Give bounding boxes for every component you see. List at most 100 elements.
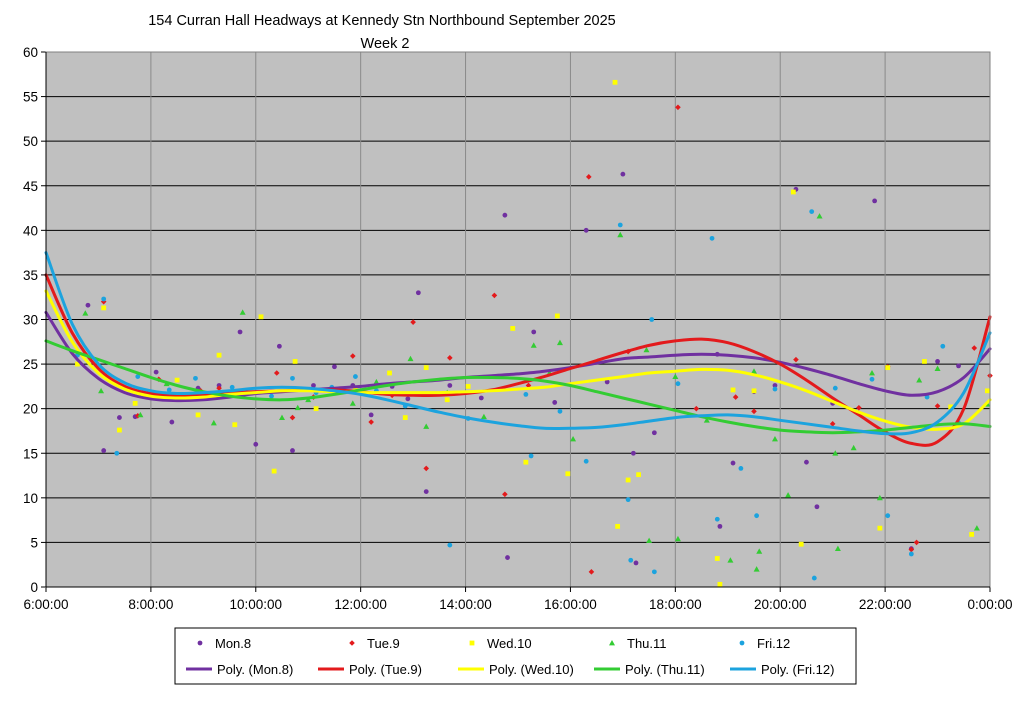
point-wed-10 (969, 531, 975, 537)
y-tick-label: 5 (30, 535, 38, 550)
legend: Mon.8 Tue.9 Wed.10 Thu.11 Fri.12 Poly. (Mon.8… (174, 627, 857, 685)
point-thu-11 (751, 368, 757, 374)
point-thu-11 (850, 444, 857, 451)
point-wed-10 (292, 359, 298, 364)
point-tue-9 (751, 408, 757, 415)
point-tue-9 (856, 404, 862, 411)
point-wed-10 (877, 525, 883, 531)
point-fri-12 (269, 393, 274, 399)
point-fri-12 (714, 516, 720, 522)
point-mon-8 (502, 212, 508, 218)
x-tick-label: 22:00:00 (859, 597, 912, 612)
point-tue-9 (502, 491, 508, 498)
point-wed-10 (117, 427, 122, 433)
point-fri-12 (649, 317, 655, 322)
legend-box (174, 627, 857, 685)
point-wed-10 (790, 189, 796, 195)
point-wed-10 (984, 388, 990, 394)
point-mon-8 (604, 379, 610, 385)
x-tick-label: 0:00:00 (967, 597, 1012, 612)
point-wed-10 (885, 365, 891, 371)
point-wed-10 (615, 523, 621, 529)
point-fri-12 (166, 387, 172, 393)
point-mon-8 (276, 343, 282, 349)
legend-label: Poly. (Mon.8) (217, 662, 293, 677)
point-wed-10 (271, 468, 277, 474)
point-fri-12 (583, 458, 589, 464)
point-wed-10 (636, 472, 642, 478)
point-mon-8 (447, 383, 453, 388)
point-fri-12 (754, 513, 760, 519)
point-fri-12 (772, 386, 778, 392)
point-wed-10 (717, 581, 723, 587)
legend-label: Poly. (Fri.12) (761, 662, 834, 677)
legend-label: Poly. (Wed.10) (489, 662, 574, 677)
y-tick-label: 20 (23, 402, 38, 417)
point-tue-9 (216, 385, 222, 391)
point-mon-8 (633, 560, 639, 566)
point-mon-8 (85, 302, 91, 308)
point-thu-11 (832, 450, 839, 456)
point-mon-8 (872, 198, 878, 204)
point-mon-8 (415, 290, 421, 296)
point-fri-12 (675, 381, 681, 387)
point-mon-8 (368, 412, 374, 418)
point-thu-11 (727, 557, 734, 563)
y-tick-label: 55 (23, 90, 38, 105)
trendlines (44, 251, 992, 447)
legend-marker-wed-10 (469, 640, 475, 646)
point-thu-11 (973, 525, 980, 531)
legend-label: Mon.8 (215, 636, 251, 651)
point-fri-12 (738, 466, 744, 471)
x-tick-label: 14:00:00 (439, 597, 492, 612)
point-thu-11 (646, 537, 653, 544)
legend-label: Wed.10 (487, 636, 532, 651)
point-tue-9 (423, 465, 430, 472)
point-mon-8 (956, 363, 961, 369)
point-thu-11 (703, 417, 710, 423)
point-thu-11 (556, 339, 563, 346)
point-wed-10 (132, 400, 138, 406)
point-tue-9 (447, 355, 453, 361)
point-mon-8 (478, 395, 484, 401)
trendline-poly-wed-10 (44, 289, 992, 431)
point-tue-9 (971, 345, 978, 351)
point-tue-9 (586, 174, 592, 180)
point-wed-10 (353, 386, 358, 392)
point-thu-11 (279, 414, 285, 420)
point-thu-11 (672, 373, 679, 379)
point-fri-12 (617, 222, 623, 228)
point-mon-8 (332, 364, 337, 370)
point-wed-10 (101, 305, 107, 311)
point-mon-8 (290, 448, 295, 453)
point-thu-11 (294, 404, 301, 411)
point-mon-8 (620, 171, 626, 177)
point-wed-10 (465, 383, 471, 389)
point-wed-10 (714, 556, 720, 561)
point-tue-9 (908, 546, 915, 553)
point-fri-12 (832, 385, 838, 391)
chart-subtitle: Week 2 (361, 36, 410, 52)
x-tick-label: 8:00:00 (128, 597, 173, 612)
x-tick-label: 6:00:00 (23, 597, 68, 612)
point-tue-9 (273, 370, 280, 376)
point-tue-9 (829, 421, 836, 427)
y-tick-label: 60 (23, 45, 38, 60)
point-thu-11 (816, 213, 823, 219)
y-tick-label: 45 (23, 179, 38, 194)
point-wed-10 (554, 313, 560, 319)
point-fri-12 (101, 296, 107, 302)
point-tue-9 (289, 414, 296, 421)
point-wed-10 (523, 459, 529, 465)
point-mon-8 (253, 441, 259, 447)
point-wed-10 (922, 359, 927, 364)
point-fri-12 (353, 374, 358, 379)
legend-label: Poly. (Tue.9) (349, 662, 422, 677)
point-mon-8 (935, 359, 940, 364)
y-tick-label: 15 (23, 446, 38, 461)
legend-label: Fri.12 (757, 636, 790, 651)
point-mon-8 (630, 450, 636, 456)
y-tick-label: 30 (23, 313, 38, 328)
point-mon-8 (311, 383, 316, 388)
point-wed-10 (232, 422, 238, 428)
